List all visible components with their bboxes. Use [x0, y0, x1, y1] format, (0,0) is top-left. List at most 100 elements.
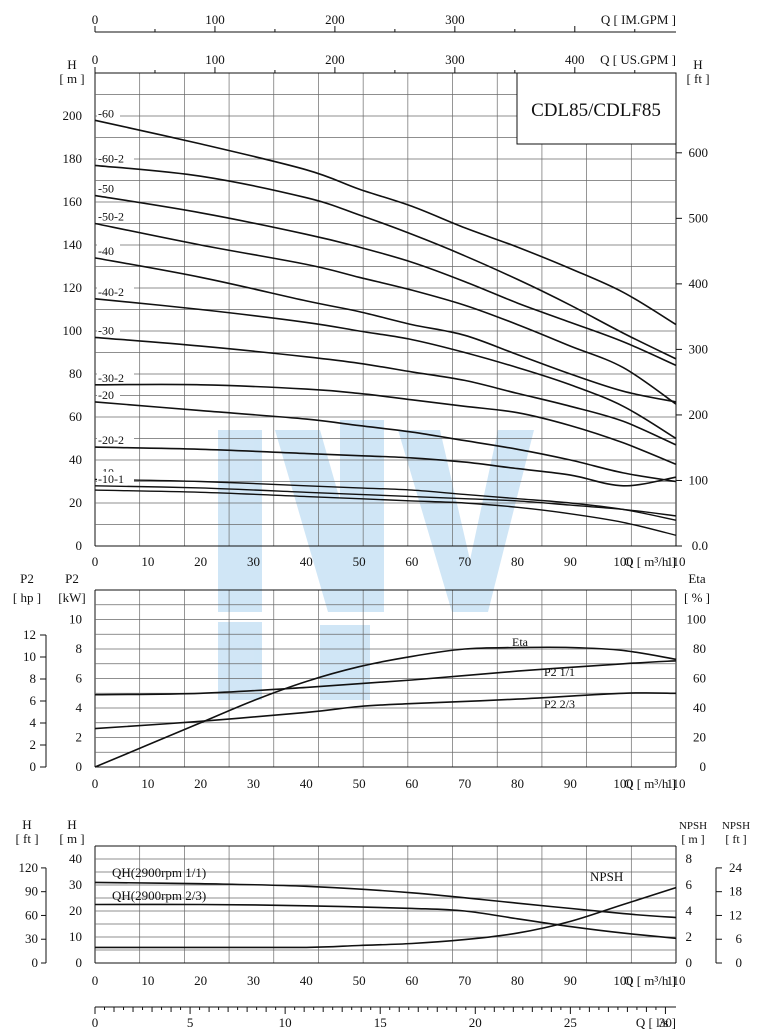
head-curve-label: -30 [98, 323, 114, 337]
im-gpm-tick: 300 [445, 12, 465, 27]
head-x-tick: 70 [458, 554, 471, 569]
head-y-right-tick: 200 [689, 407, 709, 422]
power-x-unit: Q [ m³/h ] [624, 776, 676, 791]
npsh-x-tick: 90 [564, 973, 577, 988]
head-curve-label: -20-2 [98, 433, 124, 447]
power-kw-tick: 2 [76, 730, 83, 745]
ls-tick: 25 [564, 1015, 577, 1030]
head-curve-label: -10-1 [98, 472, 124, 486]
im-gpm-tick: 0 [92, 12, 99, 27]
head-curve [94, 401, 677, 483]
power-hp-tick: 0 [30, 759, 37, 774]
head-curve-label-bg [97, 323, 120, 336]
head-curve-label: -60-2 [98, 151, 124, 165]
ls-axis: 0 5 10 15 20 25 30 Q [ l/s ] [92, 1006, 676, 1030]
head-curve [94, 298, 677, 440]
npsh-h-ft-unit: [ ft ] [15, 831, 38, 846]
head-curve [94, 257, 677, 403]
power-x-tick: 70 [458, 776, 471, 791]
npsh-ft-tick: 6 [736, 931, 743, 946]
power-efficiency-chart: 0 2 4 6 8 10 12 0 2 4 6 8 10 0 20 40 60 80 100 0 10 20 30 40… [13, 571, 710, 791]
head-x-tick: 50 [353, 554, 366, 569]
npsh-h-m-tick: 30 [69, 877, 82, 892]
head-x-tick: 90 [564, 554, 577, 569]
head-curve [94, 478, 677, 521]
npsh-h-m-title: H [67, 817, 76, 832]
head-x-tick: 80 [511, 554, 524, 569]
eta-unit: [ % ] [684, 590, 710, 605]
head-y-left-unit: [ m ] [59, 71, 84, 86]
head-y-left-tick: 0 [76, 538, 83, 553]
npsh-x-tick: 110 [666, 973, 685, 988]
power-hp-tick: 8 [30, 671, 37, 686]
npsh-h-ft-tick: 60 [25, 907, 38, 922]
power-x-tick: 20 [194, 776, 207, 791]
power-hp-tick: 4 [30, 715, 37, 730]
qh-curve [94, 881, 677, 919]
npsh-x-tick: 100 [613, 973, 633, 988]
ls-tick: 5 [187, 1015, 194, 1030]
power-hp-tick: 6 [30, 693, 37, 708]
us-gpm-axis: 0 100 200 300 400 Q [ US.GPM ] [92, 52, 676, 74]
us-gpm-axis-label: Q [ US.GPM ] [600, 52, 676, 67]
head-curve-label: -50-2 [98, 210, 124, 224]
ls-tick: 30 [659, 1015, 672, 1030]
head-y-right-tick: 300 [689, 341, 709, 356]
p2-curve [94, 692, 677, 730]
npsh-x-tick: 0 [92, 973, 99, 988]
eta-tick: 20 [693, 730, 706, 745]
model-title-box [516, 72, 677, 145]
eta-curve-label: Eta [512, 635, 529, 649]
eta-tick: 60 [693, 671, 706, 686]
npsh-h-ft-tick: 0 [32, 955, 39, 970]
power-kw-tick: 4 [76, 700, 83, 715]
power-x-tick: 30 [247, 776, 260, 791]
head-y-left-tick: 180 [63, 151, 83, 166]
npsh-h-ft-tick: 120 [19, 860, 39, 875]
head-x-tick: 20 [194, 554, 207, 569]
ls-axis-label: Q [ l/s ] [636, 1015, 676, 1030]
eta-tick: 0 [700, 759, 707, 774]
head-x-tick: 60 [405, 554, 418, 569]
head-x-unit: Q [ m³/h ] [624, 554, 676, 569]
npsh-h-ft-title: H [22, 817, 31, 832]
us-gpm-tick: 200 [325, 52, 345, 67]
npsh-ft-tick: 0 [736, 955, 743, 970]
power-kw-tick: 10 [69, 612, 82, 627]
power-hp-unit: [ hp ] [13, 590, 41, 605]
head-curve [94, 164, 677, 360]
head-curve-label: -20 [98, 388, 114, 402]
head-curve-label-bg [97, 243, 120, 256]
npsh-x-tick: 10 [141, 973, 154, 988]
npsh-h-m-tick: 10 [69, 929, 82, 944]
head-y-right-tick: 500 [689, 210, 709, 225]
head-y-right-title: H [693, 57, 702, 72]
head-curve-label-bg [97, 209, 134, 222]
head-curve-label: -50 [98, 182, 114, 196]
us-gpm-tick: 0 [92, 52, 99, 67]
head-curve [94, 383, 677, 466]
im-gpm-axis: 0 100 200 300 Q [ IM.GPM ] [92, 12, 676, 33]
head-curve-label-bg [97, 284, 134, 297]
power-x-tick: 60 [405, 776, 418, 791]
eta-tick: 40 [693, 700, 706, 715]
power-x-tick: 40 [300, 776, 313, 791]
head-y-right-tick: 100 [689, 472, 709, 487]
head-curve-label: -40-2 [98, 285, 124, 299]
head-curve [94, 222, 677, 405]
head-curve [94, 489, 677, 536]
head-curve-label: -60 [98, 106, 114, 120]
head-x-tick: 30 [247, 554, 260, 569]
ls-tick: 20 [469, 1015, 482, 1030]
head-y-left-tick: 200 [63, 108, 83, 123]
power-hp-tick: 2 [30, 737, 37, 752]
npsh-m-tick: 2 [686, 929, 693, 944]
npsh-x-unit: Q [ m³/h ] [624, 973, 676, 988]
ls-tick: 15 [374, 1015, 387, 1030]
npsh-ft-title: NPSH [722, 820, 750, 832]
head-curve-label: -30-2 [98, 371, 124, 385]
us-gpm-tick: 100 [205, 52, 225, 67]
qh-curve [94, 903, 677, 940]
p2-23-label: P2 2/3 [544, 697, 575, 711]
